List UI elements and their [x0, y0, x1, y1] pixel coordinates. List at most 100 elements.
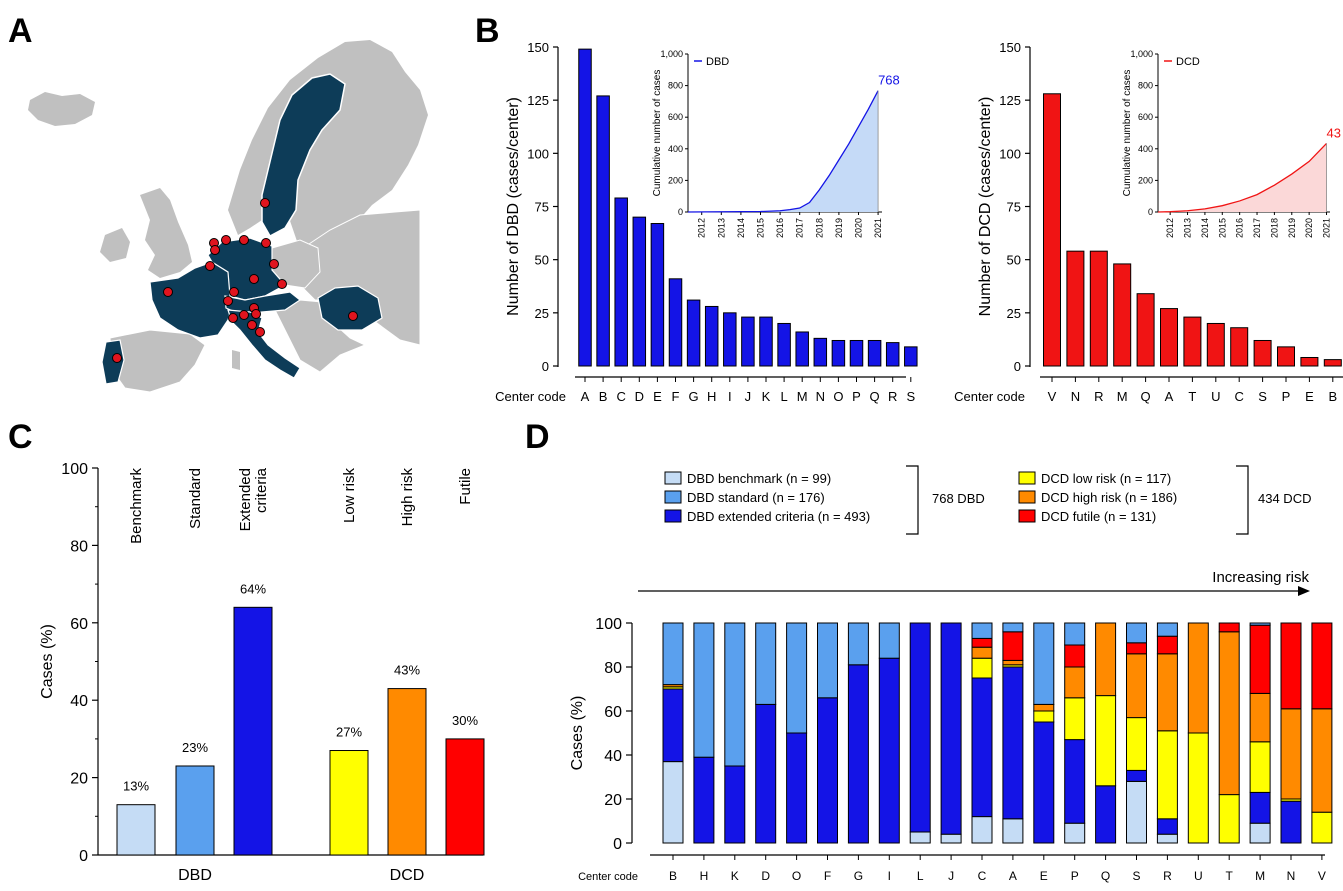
- y-tick-label: 100: [595, 616, 622, 633]
- legend-swatch: [1018, 490, 1036, 504]
- x-tick-label: P: [1282, 389, 1291, 404]
- stacked-segment: [786, 732, 808, 844]
- bar: [723, 312, 737, 367]
- bar: [233, 606, 273, 856]
- inset-legend-label: DCD: [1176, 56, 1200, 68]
- x-tick-label: D: [761, 869, 770, 883]
- stacked-segment: [1249, 692, 1271, 743]
- stacked-segment: [971, 677, 993, 818]
- map-sardinia: [232, 350, 240, 370]
- y-tick-label: 60: [70, 616, 88, 633]
- bracket-label: 768 DBD: [932, 491, 985, 506]
- inset-x-tick-label: 2020: [853, 218, 863, 238]
- bracket-label: 434 DCD: [1258, 491, 1311, 506]
- x-tick-label: N: [816, 389, 825, 404]
- x-tick-label: M: [1255, 869, 1265, 883]
- value-label: 30%: [452, 713, 478, 728]
- map-sweden: [261, 73, 346, 238]
- center-dot: [260, 198, 270, 208]
- stacked-segment: [1002, 818, 1024, 844]
- group-label: DCD: [390, 867, 425, 884]
- stacked-segment: [1218, 622, 1240, 633]
- center-dot: [221, 235, 231, 245]
- y-tick-label: 20: [70, 771, 88, 788]
- x-tick-label: U: [1194, 869, 1203, 883]
- value-label: 23%: [182, 740, 208, 755]
- stacked-segment: [1156, 622, 1178, 637]
- europe-map: [28, 40, 428, 393]
- stacked-segment: [1095, 622, 1117, 697]
- inset-x-tick-label: 2020: [1304, 218, 1314, 238]
- stacked-segment: [1033, 721, 1055, 844]
- map-france: [149, 261, 236, 339]
- panel-label-b: B: [475, 12, 500, 50]
- stacked-segment: [1126, 769, 1147, 782]
- stacked-segment: [847, 664, 869, 844]
- bar: [1277, 346, 1295, 367]
- map-uk: [140, 188, 192, 278]
- stacked-segment: [662, 622, 684, 686]
- inset-y-tick-label: 1,000: [660, 49, 683, 59]
- x-tick-label: M: [797, 389, 808, 404]
- stacked-segment: [786, 622, 808, 734]
- x-tick-label: O: [792, 869, 801, 883]
- x-tick-label: D: [635, 389, 644, 404]
- x-tick-label: H: [707, 389, 716, 404]
- inset-x-tick-label: 2015: [1217, 218, 1227, 238]
- x-tick-label: O: [833, 389, 843, 404]
- y-tick-label: 0: [79, 848, 88, 865]
- y-tick-label: 50: [535, 253, 549, 268]
- bar: [445, 738, 485, 856]
- bar: [668, 278, 683, 367]
- x-tick-label: S: [906, 389, 915, 404]
- value-label: 13%: [123, 779, 149, 794]
- x-tick-label: S: [1258, 389, 1267, 404]
- legend-label: DCD low risk (n = 117): [1041, 471, 1171, 486]
- inset-y-tick-label: 800: [668, 81, 683, 91]
- x-tick-label: C: [617, 389, 626, 404]
- stacked-segment: [909, 622, 931, 833]
- bar: [1206, 322, 1225, 367]
- stacked-segment: [1126, 622, 1147, 644]
- group-label: DBD: [178, 867, 212, 884]
- stacked-segment: [1002, 631, 1024, 661]
- x-tick-label: B: [1328, 389, 1337, 404]
- stacked-segment: [1064, 622, 1086, 646]
- x-axis-label: Center code: [954, 389, 1025, 404]
- category-label: Low risk: [341, 468, 358, 524]
- inset-x-tick-label: 2015: [756, 218, 766, 238]
- center-dot: [247, 320, 257, 330]
- inset-x-tick-label: 2019: [1287, 218, 1297, 238]
- stacked-segment: [940, 622, 962, 835]
- stacked-segment: [971, 646, 993, 659]
- bar: [777, 322, 791, 367]
- stacked-segment: [1249, 822, 1271, 844]
- bar: [1300, 356, 1319, 367]
- center-dot: [255, 327, 265, 337]
- x-tick-label: G: [854, 869, 863, 883]
- x-tick-label: R: [1163, 869, 1172, 883]
- stacked-segment: [1280, 708, 1302, 800]
- inset-x-tick-label: 2016: [775, 218, 785, 238]
- stacked-segment: [1249, 624, 1271, 694]
- bar: [1089, 250, 1108, 367]
- bar: [795, 331, 809, 367]
- stacked-segment: [847, 622, 869, 666]
- stacked-segment: [1280, 622, 1302, 710]
- stacked-segment: [1187, 622, 1209, 734]
- inset-x-tick-label: 2021: [873, 218, 883, 238]
- center-dot: [210, 245, 220, 255]
- center-dot: [229, 287, 239, 297]
- inset-y-tick-label: 400: [1138, 144, 1153, 154]
- category-label: Futile: [457, 468, 474, 505]
- value-label: 64%: [240, 581, 266, 596]
- bar: [175, 765, 215, 856]
- inset-x-tick-label: 2017: [795, 218, 805, 238]
- x-tick-label: U: [1211, 389, 1220, 404]
- stacked-segment: [1156, 818, 1178, 835]
- bar: [650, 223, 665, 367]
- legend-swatch: [1018, 509, 1036, 523]
- x-tick-label: J: [745, 389, 752, 404]
- y-tick-label: 0: [613, 836, 622, 853]
